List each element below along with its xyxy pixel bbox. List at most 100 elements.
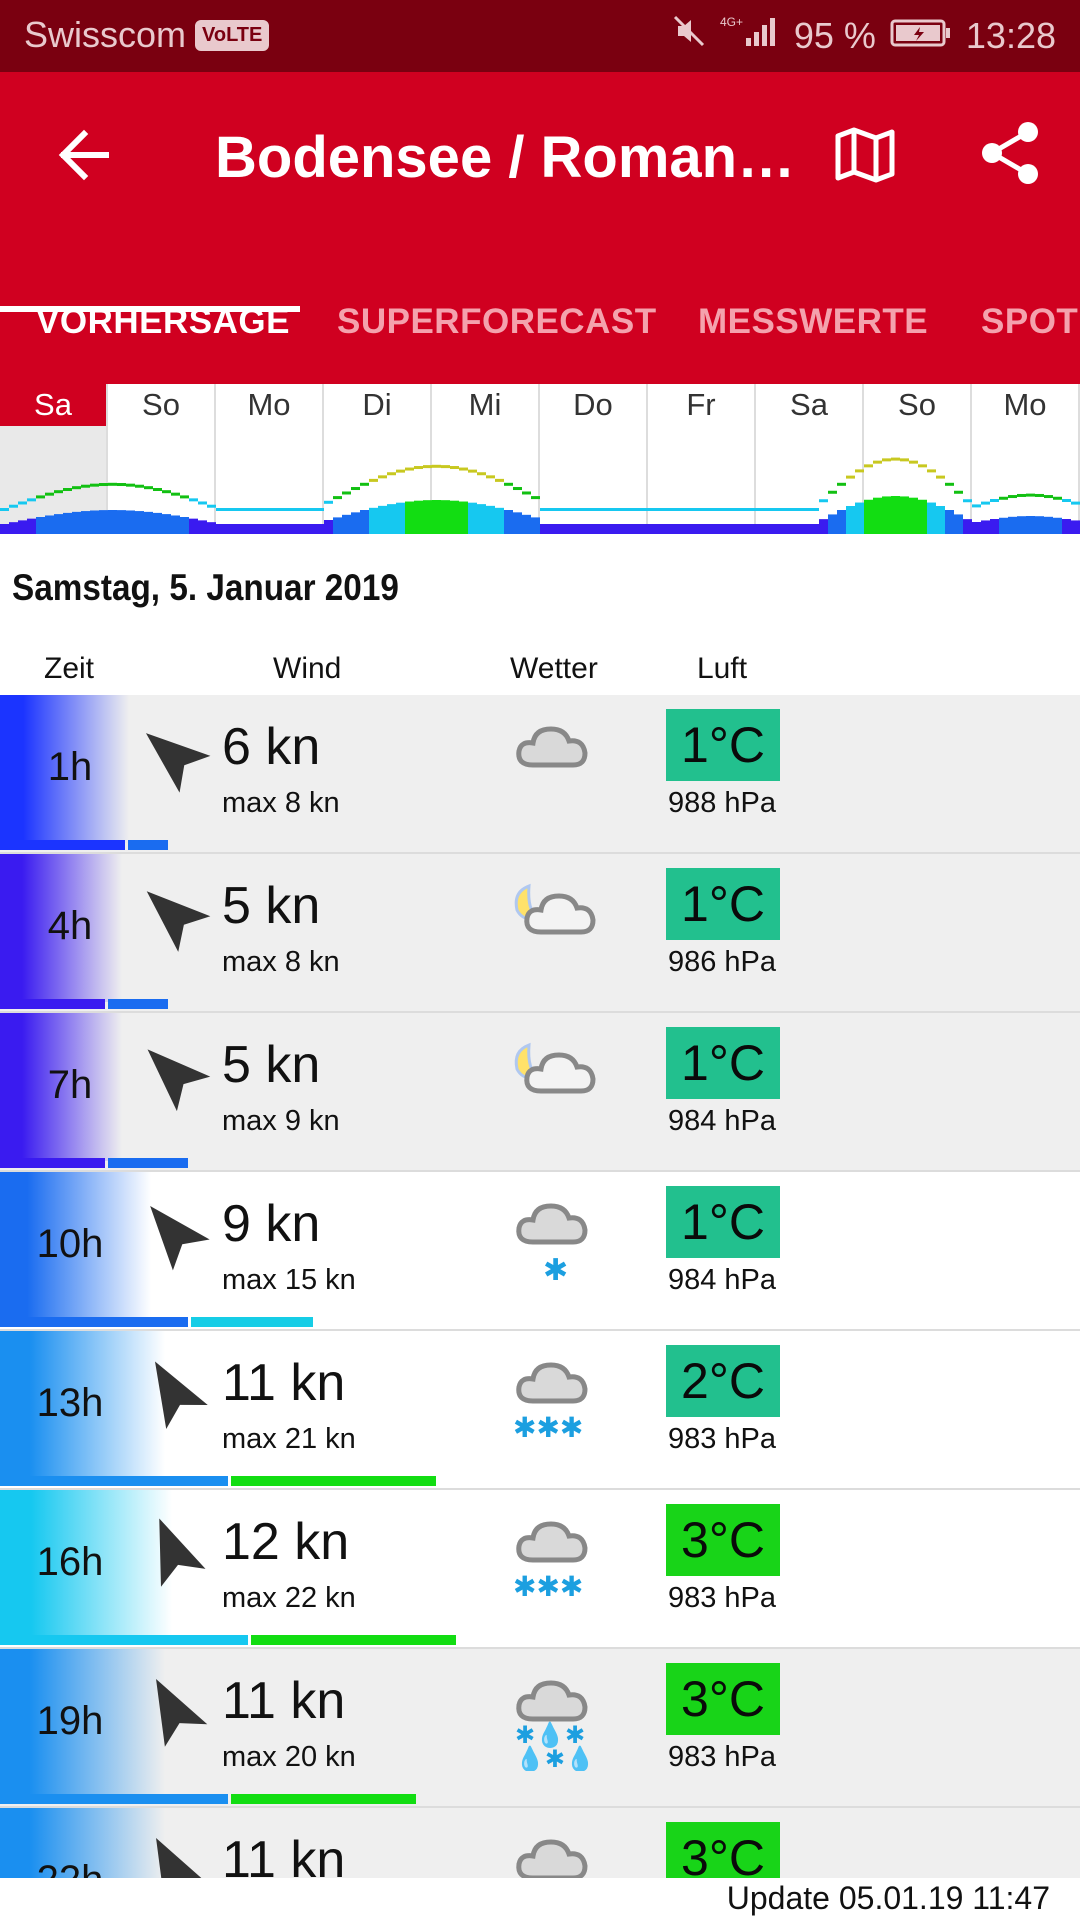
day-tab-1[interactable]: So xyxy=(108,384,216,534)
forecast-row[interactable]: 13h 11 kn max 21 kn ✱✱✱ 2°C 983 hPa xyxy=(0,1331,1080,1490)
overview-bar xyxy=(99,510,108,534)
day-tab-6[interactable]: Fr xyxy=(648,384,756,534)
overview-bar xyxy=(792,524,801,534)
mute-icon xyxy=(672,14,706,57)
svg-text:4G+: 4G+ xyxy=(720,15,743,29)
forecast-row[interactable]: 7h 5 kn max 9 kn 1°C 984 hPa xyxy=(0,1013,1080,1172)
wind-gradient xyxy=(0,695,129,843)
overview-gust-mark xyxy=(243,508,252,511)
overview-gust-mark xyxy=(891,457,900,461)
map-button[interactable] xyxy=(832,122,898,188)
forecast-row[interactable]: 4h 5 kn max 8 kn 1°C 986 hPa xyxy=(0,854,1080,1013)
temperature-badge: 1°C xyxy=(666,709,780,781)
overview-gust-mark xyxy=(900,458,909,462)
overview-bar xyxy=(801,524,810,534)
overview-bar xyxy=(747,524,756,534)
overview-gust-mark xyxy=(522,491,531,495)
overview-gust-mark xyxy=(666,508,675,511)
forecast-row[interactable]: 10h 9 kn max 15 kn ✱ 1°C 984 hPa xyxy=(0,1172,1080,1331)
overview-gust-mark xyxy=(738,508,747,511)
forecast-row[interactable]: 19h 11 kn max 20 kn ✱💧✱ 💧✱💧 3°C 983 hPa xyxy=(0,1649,1080,1808)
overview-bar xyxy=(693,524,702,534)
pressure: 984 hPa xyxy=(667,1264,777,1296)
day-tab-0[interactable]: Sa xyxy=(0,384,108,534)
overview-bar xyxy=(18,520,27,534)
overview-gust-mark xyxy=(306,508,315,511)
overview-bar xyxy=(585,524,594,534)
day-tab-9[interactable]: Mo xyxy=(972,384,1080,534)
tab-superforecast[interactable]: SUPERFORECAST xyxy=(337,302,657,341)
overview-gust-mark xyxy=(711,508,720,511)
wind-speed: 5 kn xyxy=(222,877,321,935)
overview-bar xyxy=(927,502,936,534)
overview-bar xyxy=(954,514,963,534)
day-tab-5[interactable]: Do xyxy=(540,384,648,534)
overview-gust-mark xyxy=(1026,493,1035,497)
overview-bar xyxy=(504,510,513,534)
back-button[interactable] xyxy=(50,120,120,190)
arrow-left-icon xyxy=(58,129,109,181)
temperature-badge: 1°C xyxy=(666,1186,780,1258)
overview-gust-mark xyxy=(261,508,270,511)
row-hour: 16h xyxy=(36,1540,104,1584)
tab-spot[interactable]: SPOT xyxy=(981,302,1079,341)
overview-gust-mark xyxy=(675,508,684,511)
overview-bar xyxy=(675,524,684,534)
share-button[interactable] xyxy=(978,120,1042,186)
overview-gust-mark xyxy=(918,464,927,468)
overview-gust-mark xyxy=(936,475,945,479)
pressure: 983 hPa xyxy=(667,1423,777,1455)
day-tab-2[interactable]: Mo xyxy=(216,384,324,534)
battery-icon xyxy=(890,15,952,57)
row-hour: 19h xyxy=(36,1699,104,1743)
overview-bar xyxy=(288,524,297,534)
overview-bar xyxy=(594,524,603,534)
column-wind: Wind xyxy=(273,652,342,685)
tab-messwerte[interactable]: MESSWERTE xyxy=(698,302,929,341)
overview-gust-mark xyxy=(1035,493,1044,497)
overview-gust-mark xyxy=(1044,495,1053,499)
overview-gust-mark xyxy=(576,508,585,511)
overview-gust-mark xyxy=(153,488,162,492)
wind-gust-bar xyxy=(191,1317,313,1327)
overview-bar xyxy=(558,524,567,534)
temperature-badge: 3°C xyxy=(666,1504,780,1576)
overview-gust-mark xyxy=(45,492,54,496)
overview-bar xyxy=(216,524,225,534)
overview-bar xyxy=(171,515,180,534)
overview-bar xyxy=(621,524,630,534)
overview-bar xyxy=(342,514,351,534)
overview-bar xyxy=(135,511,144,534)
overview-gust-mark xyxy=(63,488,72,492)
weather-cloudy-icon xyxy=(505,707,605,817)
overview-gust-mark xyxy=(378,475,387,479)
overview-gust-mark xyxy=(630,508,639,511)
forecast-row[interactable]: 1h 6 kn max 8 kn 1°C 988 hPa xyxy=(0,695,1080,854)
overview-bar xyxy=(1026,516,1035,534)
day-tab-4[interactable]: Mi xyxy=(432,384,540,534)
overview-bar xyxy=(864,499,873,534)
overview-gust-mark xyxy=(1017,493,1026,497)
overview-bar xyxy=(234,524,243,534)
overview-bar xyxy=(702,524,711,534)
overview-gust-mark xyxy=(990,499,999,502)
overview-gust-mark xyxy=(396,469,405,473)
day-label: Mi xyxy=(468,387,502,422)
day-tab-7[interactable]: Sa xyxy=(756,384,864,534)
day-tab-8[interactable]: So xyxy=(864,384,972,534)
weather-moon-cloud-icon xyxy=(505,1025,605,1135)
overview-bar xyxy=(90,510,99,534)
overview-bar xyxy=(999,517,1008,534)
wind-speed-bar xyxy=(0,1158,105,1168)
overview-bar xyxy=(486,505,495,534)
wind-gradient xyxy=(0,1331,165,1479)
row-hour: 4h xyxy=(47,904,93,948)
wind-direction-icon xyxy=(156,1678,208,1747)
day-label: Sa xyxy=(0,384,106,426)
overview-bar xyxy=(117,510,126,534)
overview-bar xyxy=(666,524,675,534)
overview-gust-mark xyxy=(81,484,90,488)
overview-bar xyxy=(1008,516,1017,534)
day-tab-3[interactable]: Di xyxy=(324,384,432,534)
forecast-row[interactable]: 16h 12 kn max 22 kn ✱✱✱ 3°C 983 hPa xyxy=(0,1490,1080,1649)
